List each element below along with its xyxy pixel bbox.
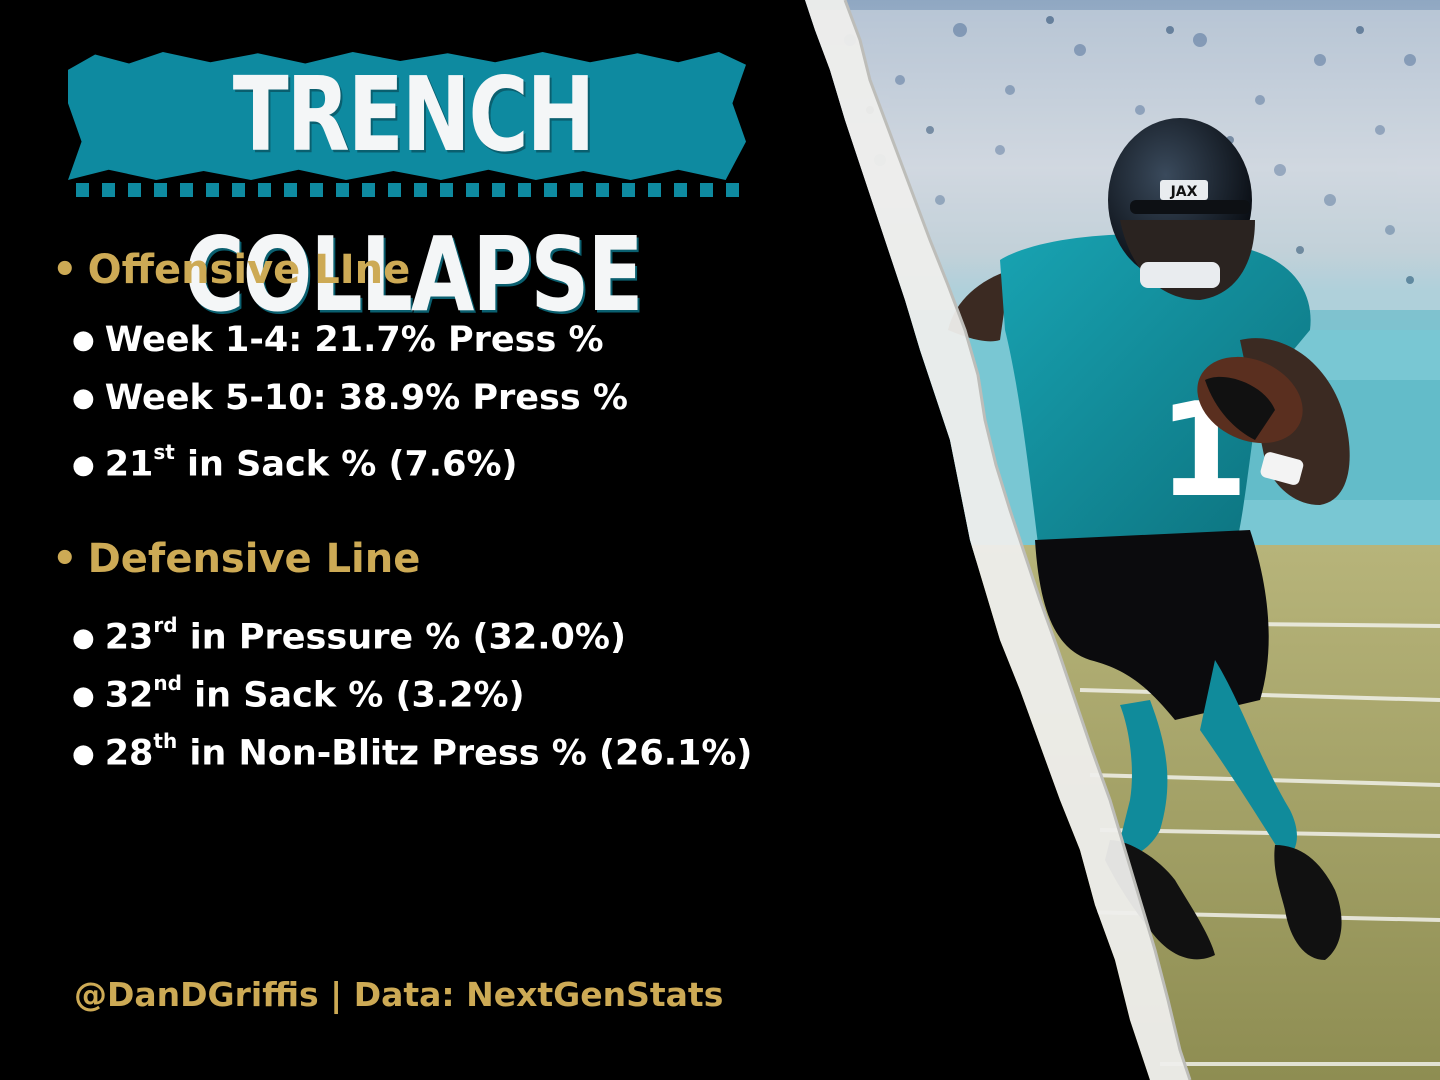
defense-item-text: in Non-Blitz Press % (26.1%) <box>177 733 753 774</box>
defense-heading-text: Defensive Line <box>87 536 421 582</box>
defense-heading: • Defensive Line <box>52 535 420 583</box>
rank-number: 23 <box>104 617 154 658</box>
offense-heading-text: Offensive LIne <box>87 247 411 293</box>
offense-item: ● 21st in Sack % (7.6%) <box>72 434 518 490</box>
rank-number: 28 <box>104 733 154 774</box>
rank-suffix: st <box>153 440 175 464</box>
defense-item-text: in Pressure % (32.0%) <box>177 617 626 658</box>
offense-item-text: Week 5-10: 38.9% Press % <box>104 378 628 418</box>
bullet-icon: ● <box>72 449 95 480</box>
rank-suffix: rd <box>153 613 178 637</box>
bullet-icon: ● <box>72 680 95 711</box>
offense-item-text: Week 1-4: 21.7% Press % <box>104 320 604 360</box>
bullet-icon: ● <box>72 622 95 653</box>
bullet-icon: • <box>52 536 78 582</box>
rank-number: 21 <box>104 444 154 485</box>
football-player-running-icon: 1 JAX <box>948 118 1350 960</box>
bullet-icon: ● <box>72 325 95 355</box>
offense-item: ● Week 1-4: 21.7% Press % <box>72 318 604 365</box>
svg-text:JAX: JAX <box>1170 184 1198 200</box>
bullet-icon: • <box>52 247 78 293</box>
defense-item-text: in Sack % (3.2%) <box>181 675 525 716</box>
rank-number: 32 <box>104 675 154 716</box>
defense-item: ● 28th in Non-Blitz Press % (26.1%) <box>72 723 752 779</box>
title-block: TRENCH COLLAPSE <box>62 36 762 335</box>
defense-item: ● 32nd in Sack % (3.2%) <box>72 665 525 721</box>
title-background <box>68 52 746 180</box>
rank-suffix: nd <box>153 671 182 695</box>
page-title: TRENCH COLLAPSE <box>184 56 643 335</box>
title-dashes-divider <box>76 183 739 197</box>
bullet-icon: ● <box>72 383 95 413</box>
bullet-icon: ● <box>72 738 95 769</box>
offense-item: ● Week 5-10: 38.9% Press % <box>72 376 628 423</box>
offense-item-text: in Sack % (7.6%) <box>174 444 518 485</box>
offense-heading: • Offensive LIne <box>52 246 410 294</box>
defense-item: ● 23rd in Pressure % (32.0%) <box>72 607 626 663</box>
rank-suffix: th <box>153 729 178 753</box>
credit-line: @DanDGriffis | Data: NextGenStats <box>74 975 724 1014</box>
